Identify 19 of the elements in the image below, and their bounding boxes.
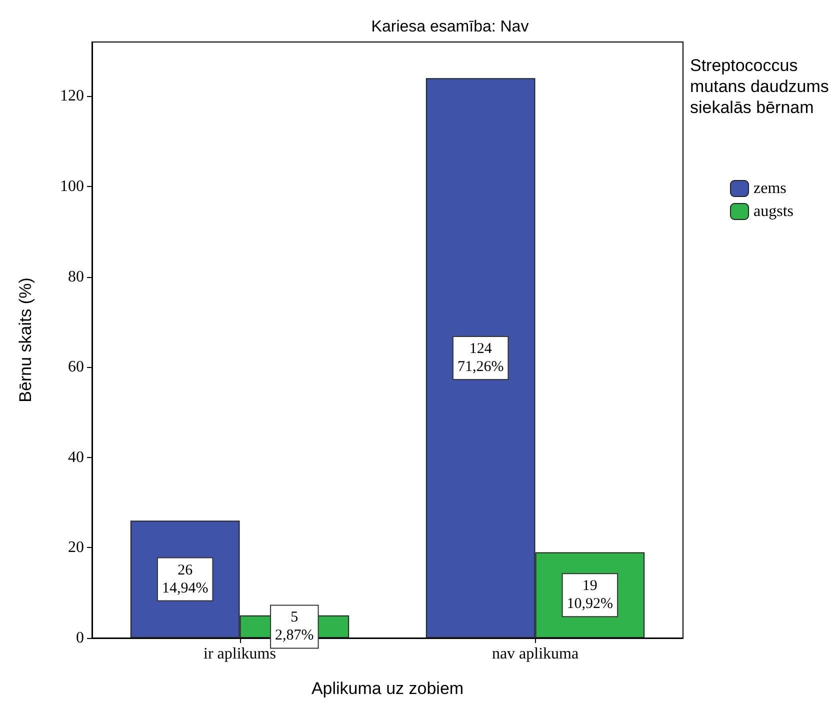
chart-title: Kariesa esamība: Nav — [371, 18, 529, 36]
legend-label: augsts — [754, 203, 794, 220]
data-label: 5 2,87% — [275, 610, 314, 644]
data-label: 19 10,92% — [566, 578, 614, 612]
y-tick-label: 100 — [60, 178, 84, 195]
legend-label: zems — [754, 180, 786, 197]
x-axis-title: Aplikuma uz zobiem — [311, 679, 464, 698]
data-label: 124 71,26% — [457, 341, 504, 376]
y-tick-label: 40 — [68, 448, 84, 466]
data-label: 26 14,94% — [162, 562, 208, 596]
y-tick-label: 60 — [68, 358, 84, 376]
x-tick-label: nav aplikuma — [492, 646, 579, 662]
y-axis-title: Bērnu skaits (%) — [16, 278, 35, 402]
y-tick-label: 0 — [76, 630, 84, 646]
x-tick-label: ir aplikums — [204, 646, 276, 662]
y-tick-label: 120 — [60, 88, 84, 105]
y-tick-label: 80 — [68, 268, 84, 286]
legend-title: Streptococcus mutans daudzums siekalās bērnam — [690, 56, 834, 117]
y-tick-label: 20 — [68, 539, 84, 556]
